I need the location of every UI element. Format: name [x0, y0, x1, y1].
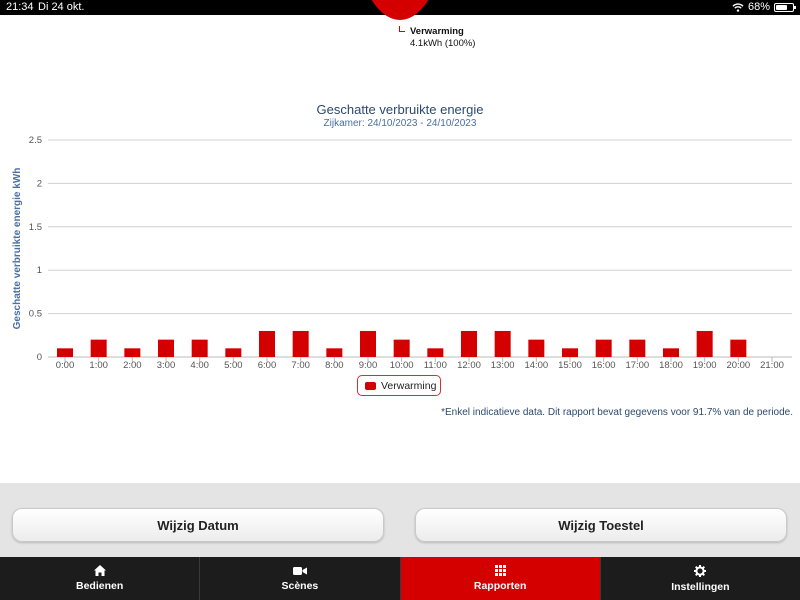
- bar-15:00[interactable]: [562, 348, 578, 357]
- x-tick-label: 19:00: [693, 360, 717, 371]
- bar-14:00[interactable]: [528, 339, 545, 357]
- x-tick-label: 4:00: [190, 360, 209, 371]
- x-tick-label: 5:00: [224, 360, 243, 371]
- bar-2:00[interactable]: [124, 348, 141, 357]
- bar-19:00[interactable]: [696, 330, 713, 357]
- tab-label: Rapporten: [473, 580, 527, 592]
- y-tick-label: 0: [37, 352, 42, 363]
- status-time: 21:34: [6, 1, 34, 13]
- x-tick-label: 8:00: [325, 360, 344, 371]
- battery-percent: 68%: [747, 1, 770, 13]
- x-tick-label: 0:00: [56, 360, 75, 371]
- bar-10:00[interactable]: [393, 339, 410, 357]
- energy-bar-chart: 0 0.5 1 1.5 2 2.5 Geschatte verbruikte energie…: [12, 135, 792, 371]
- bar-0:00[interactable]: [57, 348, 73, 357]
- y-tick-label: 2: [37, 178, 42, 189]
- x-tick-label: 15:00: [558, 360, 582, 371]
- x-tick-label: 11:00: [424, 360, 447, 371]
- x-tick-label: 16:00: [592, 360, 616, 371]
- tab-label: Instellingen: [671, 580, 730, 593]
- chart-title: Geschatte verbruikte energie: [316, 102, 484, 117]
- status-date: Di 24 okt.: [38, 1, 85, 13]
- x-tick-label: 2:00: [123, 360, 142, 371]
- bar-18:00[interactable]: [663, 348, 679, 357]
- home-icon: [93, 565, 106, 576]
- x-tick-label: 10:00: [390, 360, 414, 371]
- x-tick-label: 3:00: [157, 360, 176, 371]
- tab-instellingen[interactable]: Instellingen: [601, 557, 800, 600]
- battery-fill: [776, 4, 787, 10]
- battery-icon: [774, 2, 796, 12]
- status-right: 68%: [732, 1, 796, 13]
- tab-label: Bedienen: [75, 580, 124, 592]
- chart-subtitle: Zijkamer: 24/10/2023 - 24/10/2023: [323, 118, 477, 129]
- bar-16:00[interactable]: [595, 339, 612, 357]
- bar-11:00[interactable]: [427, 348, 444, 357]
- action-area: Wijzig Datum Wijzig Toestel: [0, 483, 800, 558]
- legend-label: Verwarming: [381, 379, 437, 392]
- x-tick-label: 12:00: [457, 360, 481, 371]
- x-tick-label: 17:00: [625, 360, 649, 371]
- tab-bedienen[interactable]: Bedienen: [0, 557, 201, 600]
- bar-8:00[interactable]: [326, 348, 343, 357]
- x-tick-label: 1:00: [89, 360, 108, 371]
- bar-9:00[interactable]: [360, 330, 376, 357]
- y-tick-label: 0.5: [29, 309, 42, 320]
- bar-4:00[interactable]: [191, 339, 208, 357]
- bar-17:00[interactable]: [629, 339, 646, 357]
- footnote: *Enkel indicatieve data. Dit rapport bev…: [441, 407, 793, 418]
- change-device-button[interactable]: Wijzig Toestel: [415, 508, 787, 542]
- pie-leader-line: [399, 26, 405, 32]
- tab-label: Scènes: [281, 579, 319, 592]
- tab-scenes[interactable]: Scènes: [200, 557, 401, 600]
- bar-13:00[interactable]: [494, 330, 511, 357]
- chart-legend[interactable]: Verwarming: [357, 375, 441, 396]
- camera-icon: [292, 566, 307, 575]
- y-tick-label: 1: [37, 265, 42, 276]
- x-tick-label: 9:00: [359, 360, 378, 371]
- y-axis-label: Geschatte verbruikte energie kWh: [12, 168, 23, 330]
- x-tick-label: 18:00: [659, 360, 683, 371]
- pie-label: Verwarming 4.1kWh (100%): [410, 26, 475, 50]
- bar-6:00[interactable]: [259, 330, 275, 357]
- wifi-icon: [732, 2, 744, 12]
- x-tick-label: 6:00: [258, 360, 277, 371]
- gear-icon: [694, 564, 707, 577]
- battery-nub: [794, 5, 796, 9]
- legend-swatch: [365, 381, 376, 390]
- bar-12:00[interactable]: [461, 330, 477, 357]
- x-tick-label: 13:00: [491, 360, 515, 371]
- x-tick-label: 21:00: [760, 360, 784, 371]
- y-tick-label: 2.5: [29, 135, 42, 146]
- change-date-button[interactable]: Wijzig Datum: [12, 508, 384, 542]
- y-tick-label: 1.5: [29, 222, 42, 233]
- pie-label-name: Verwarming: [410, 26, 464, 37]
- x-tick-label: 7:00: [291, 360, 310, 371]
- grid-icon: [494, 565, 506, 576]
- x-tick-label: 20:00: [726, 360, 750, 371]
- bar-3:00[interactable]: [158, 339, 174, 357]
- x-tick-label: 14:00: [524, 360, 548, 371]
- pie-label-value: 4.1kWh (100%): [410, 38, 476, 49]
- tab-bar: Bedienen Scènes Rapporten: [0, 557, 800, 600]
- tab-rapporten[interactable]: Rapporten: [400, 557, 601, 600]
- bar-5:00[interactable]: [225, 348, 242, 357]
- bar-7:00[interactable]: [292, 330, 309, 357]
- bar-20:00[interactable]: [730, 339, 747, 357]
- bar-1:00[interactable]: [90, 339, 107, 357]
